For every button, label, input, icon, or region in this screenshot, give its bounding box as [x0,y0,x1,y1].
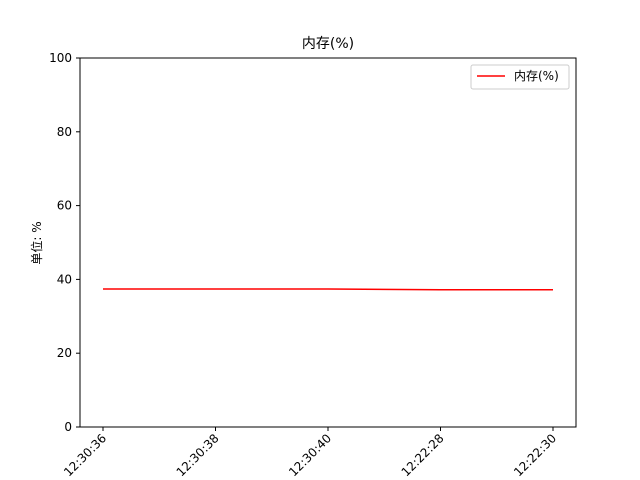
x-tick-label: 12:22:30 [511,431,559,479]
x-tick-label: 12:22:28 [399,431,447,479]
legend-box [470,64,570,90]
x-tick-label: 12:30:38 [174,431,222,479]
y-tick-label: 20 [57,346,72,360]
legend: 内存(%) [470,64,570,90]
x-tick-label: 12:30:36 [61,431,109,479]
plot-area-frame [79,57,577,428]
y-tick-label: 100 [49,51,72,65]
series-line-0 [103,288,553,291]
chart-title: 内存(%) [302,36,354,52]
y-axis-ticks: 0 20 40 60 80 100 [49,51,80,434]
x-tick-label: 12:30:40 [286,431,334,479]
y-tick-label: 80 [57,125,72,139]
legend-label: 内存(%) [514,69,559,83]
y-tick-label: 40 [57,272,72,286]
series-lines [103,288,553,291]
x-axis-ticks: 12:30:36 12:30:38 12:30:40 12:22:28 12:22:30 [61,427,559,479]
y-tick-label: 0 [64,420,72,434]
y-tick-label: 60 [57,199,72,213]
y-axis-label: 单位: % [29,221,44,264]
